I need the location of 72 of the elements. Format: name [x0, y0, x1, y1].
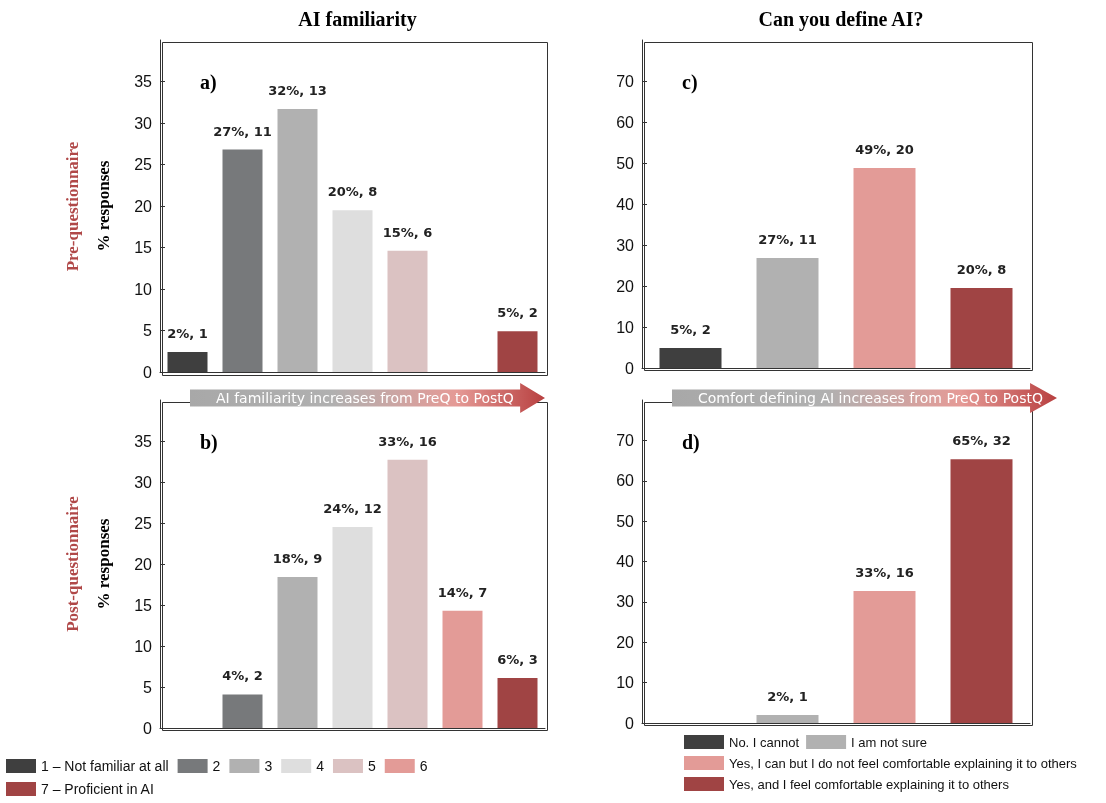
y-tick-label: 10 [616, 674, 635, 692]
y-tick-label: 0 [625, 359, 635, 377]
data-label: 32%, 13 [268, 82, 327, 98]
y-tick-label: 20 [616, 277, 635, 295]
y-tick-label: 0 [625, 714, 635, 732]
data-label: 20%, 8 [327, 184, 378, 200]
chart-title: Can you define AI? [758, 8, 924, 31]
data-label: 18%, 9 [272, 551, 323, 567]
y-tick-label: 20 [134, 555, 153, 573]
y-tick-label: 70 [616, 431, 635, 449]
y-tick-label: 30 [134, 114, 153, 132]
data-label: 5%, 2 [497, 305, 538, 321]
y-tick-label: 20 [134, 197, 153, 215]
y-tick-label: 40 [616, 195, 635, 213]
y-tick-label: 35 [134, 73, 153, 90]
legend-label: I am not sure [851, 734, 927, 750]
chart-title: AI familiarity [298, 8, 417, 31]
y-axis-title: % responses [94, 518, 113, 610]
y-tick-label: 5 [143, 322, 153, 339]
y-tick-label: 10 [616, 318, 635, 336]
y-tick-label: 60 [616, 472, 635, 490]
legend-label: No. I cannot [729, 734, 800, 750]
legend-label: 5 [367, 758, 376, 774]
legend-label: 2 [212, 758, 221, 774]
y-tick-label: 0 [143, 719, 153, 737]
data-label: 15%, 6 [382, 224, 433, 240]
y-tick-label: 10 [134, 637, 153, 655]
y-axis-title: % responses [94, 160, 113, 252]
y-tick-label: 30 [616, 236, 635, 254]
text: Post-questionnaire [62, 495, 82, 632]
y-tick-label: 0 [143, 363, 153, 381]
annotation: a) [200, 71, 217, 94]
y-tick-label: 5 [143, 678, 153, 696]
data-label: 49%, 20 [855, 141, 914, 157]
y-tick-label: 30 [616, 593, 635, 611]
text: Pre-questionnaire [62, 141, 82, 272]
annotation: d) [682, 431, 700, 454]
y-tick-label: 20 [616, 633, 635, 651]
data-label: 33%, 16 [378, 433, 437, 449]
data-label: 24%, 12 [323, 501, 382, 517]
data-label: 27%, 11 [213, 123, 272, 139]
y-tick-label: 40 [616, 553, 635, 570]
annotation: c) [682, 71, 698, 94]
legend-label: 3 [264, 758, 273, 774]
legend-label: 4 [316, 758, 325, 774]
y-tick-label: 35 [134, 432, 153, 450]
legend-label: Yes, and I feel comfortable explaining it to others [729, 776, 1010, 792]
data-label: 5%, 2 [670, 321, 711, 337]
data-label: 2%, 1 [167, 326, 208, 342]
y-tick-label: 50 [616, 154, 635, 172]
y-tick-label: 50 [616, 512, 635, 530]
y-tick-label: 25 [134, 156, 153, 173]
legend-label: 1 – Not familiar at all [41, 758, 169, 774]
y-tick-label: 25 [134, 514, 153, 532]
data-label: 33%, 16 [855, 564, 914, 580]
data-label: 27%, 11 [758, 232, 817, 248]
y-tick-label: 30 [134, 473, 153, 491]
data-label: 20%, 8 [956, 262, 1007, 278]
y-tick-label: 60 [616, 113, 635, 131]
annotation: b) [200, 431, 218, 454]
data-label: 4%, 2 [222, 668, 263, 684]
data-label: 65%, 32 [952, 433, 1011, 449]
legend-label: 6 [419, 758, 428, 774]
data-label: 14%, 7 [437, 584, 488, 600]
y-tick-label: 10 [134, 280, 153, 298]
y-tick-label: 15 [134, 239, 153, 256]
y-tick-label: 15 [134, 596, 153, 614]
legend-label: 7 – Proficient in AI [41, 781, 154, 797]
data-label: 6%, 3 [497, 651, 538, 667]
legend-label: Yes, I can but I do not feel comfortable explaining it to others [729, 755, 1078, 771]
data-label: 2%, 1 [767, 688, 808, 704]
y-tick-label: 70 [616, 72, 635, 90]
